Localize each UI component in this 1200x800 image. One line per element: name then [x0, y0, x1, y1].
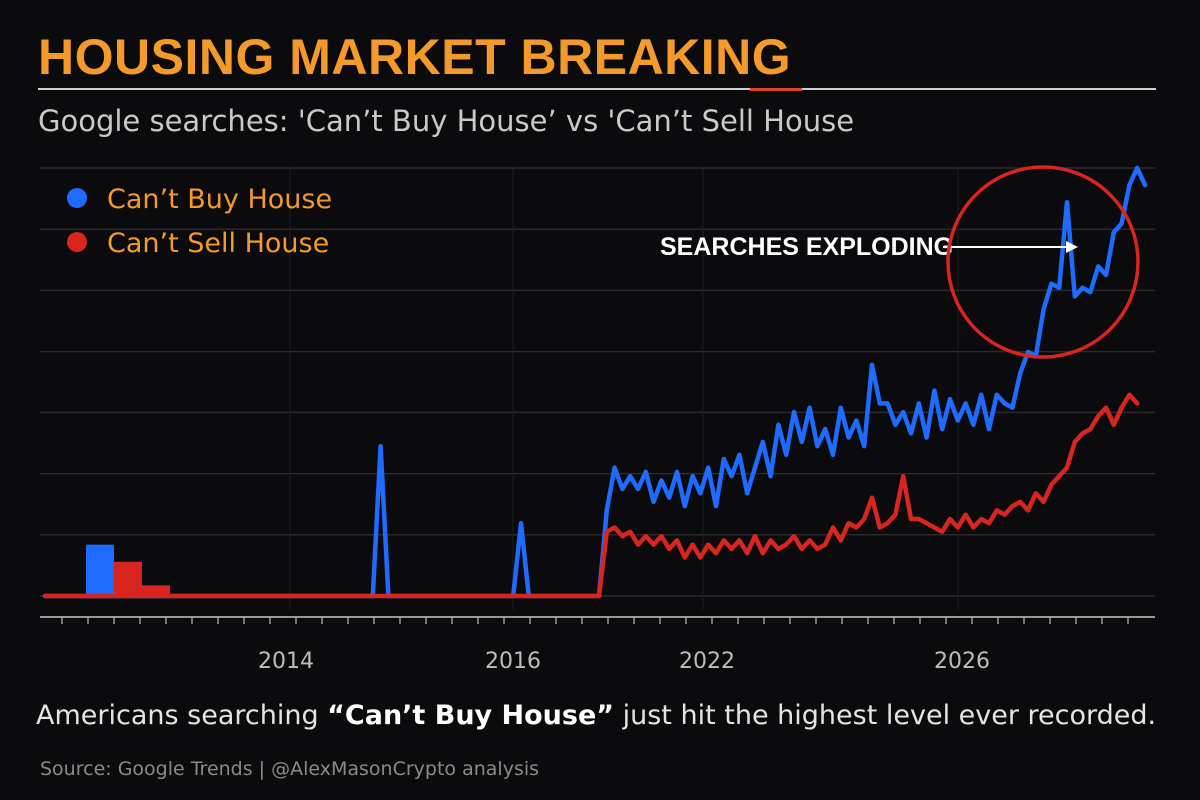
legend-marker-buy — [67, 188, 87, 208]
bar-buy — [86, 544, 114, 596]
annotation: SEARCHES EXPLODING — [660, 165, 1140, 359]
annotation-circle — [946, 165, 1140, 359]
legend-label-sell: Can’t Sell House — [107, 228, 329, 259]
x-axis: 2014 2016 2022 2026 — [40, 616, 1155, 674]
legend: Can’t Buy House Can’t Sell House — [67, 184, 332, 259]
series-line-buy — [42, 165, 1148, 599]
legend-label-buy: Can’t Buy House — [107, 184, 332, 215]
caption-before: Americans searching — [36, 700, 328, 731]
x-tick-label-2014: 2014 — [258, 649, 314, 674]
source-line: Source: Google Trends | @AlexMasonCrypto… — [40, 758, 540, 780]
initial-bars — [86, 544, 170, 596]
x-tick-label-2026: 2026 — [934, 649, 990, 674]
subtitle: Google searches: 'Can’t Buy House’ vs 'C… — [38, 104, 855, 138]
legend-marker-sell — [67, 232, 87, 252]
x-tick-label-2022: 2022 — [679, 649, 735, 674]
title-underline — [38, 88, 1156, 90]
bar-sell-small — [142, 585, 170, 596]
caption-quoted: “Can’t Buy House” — [327, 700, 615, 731]
caption: Americans searching “Can’t Buy House” ju… — [36, 700, 1156, 731]
search-trends-chart: 2014 2016 2022 2026 Can’t Buy House Can’t S… — [40, 165, 1155, 674]
grid-lines — [40, 165, 1155, 610]
caption-after: just hit the highest level ever recorded… — [614, 700, 1157, 731]
annotation-label: SEARCHES EXPLODING — [660, 233, 953, 261]
series-line-sell — [42, 392, 1140, 599]
x-tick-label-2016: 2016 — [485, 649, 541, 674]
series-lines — [42, 165, 1148, 599]
headline: HOUSING MARKET BREAKING — [38, 29, 792, 85]
annotation-arrowhead — [1066, 241, 1078, 253]
title-underline-accent — [750, 88, 802, 91]
bar-sell — [114, 561, 142, 596]
